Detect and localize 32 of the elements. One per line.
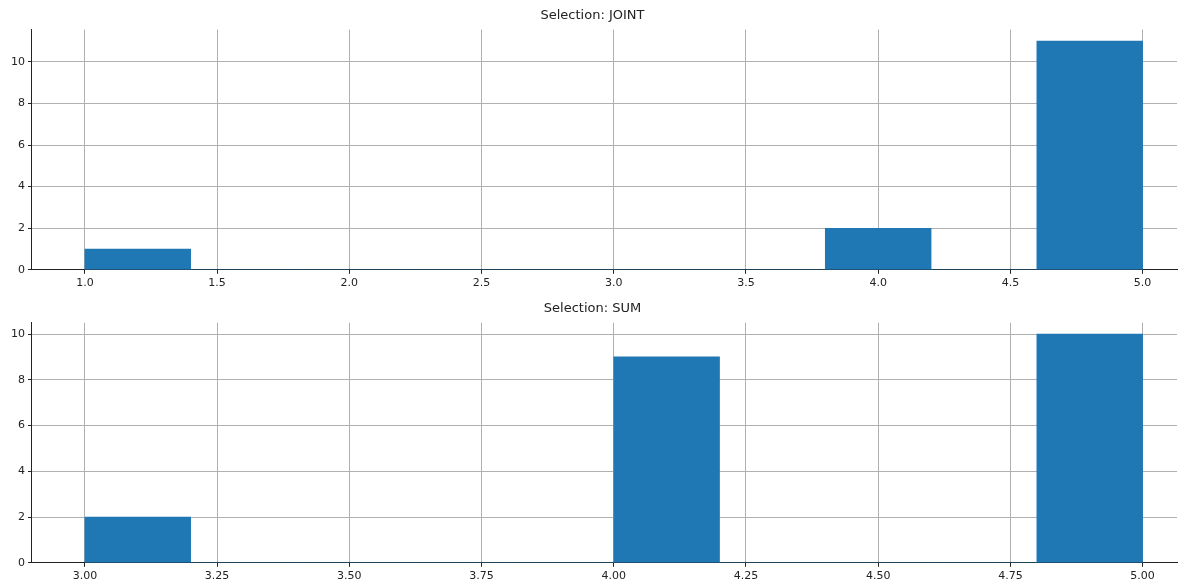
x-tick-label: 1.5	[208, 276, 226, 290]
x-tick-label: 2.5	[472, 276, 491, 290]
x-tick-label: 3.75	[469, 569, 494, 583]
x-tick-label: 3.0	[605, 276, 623, 290]
x-tick-label: 2.0	[340, 276, 359, 290]
x-tick-label: 3.5	[737, 276, 755, 290]
x-tick-label: 4.25	[733, 569, 759, 583]
x-tick-label: 4.0	[869, 276, 887, 290]
y-tick-label: 2	[18, 221, 25, 235]
chart-title: Selection: JOINT	[540, 7, 645, 23]
y-tick-label: 8	[18, 96, 25, 110]
x-tick-label: 3.00	[72, 569, 98, 583]
x-tick-label: 5.00	[1130, 569, 1155, 583]
x-tick-label: 3.50	[337, 569, 362, 583]
y-tick-label: 0	[18, 555, 25, 569]
y-tick-label: 8	[18, 372, 25, 386]
y-tick-label: 10	[11, 54, 25, 68]
x-tick-label: 1.0	[76, 276, 94, 290]
y-tick-label: 4	[18, 464, 25, 478]
x-tick-label: 4.50	[865, 569, 891, 583]
y-tick-label: 6	[18, 137, 25, 151]
x-tick-label: 4.5	[1001, 276, 1020, 290]
x-tick-label: 4.00	[601, 569, 626, 583]
x-tick-label: 3.25	[204, 569, 230, 583]
y-tick-label: 6	[18, 418, 25, 432]
y-tick-label: 4	[18, 179, 25, 193]
y-tick-label: 2	[18, 509, 25, 523]
x-tick-label: 5.0	[1133, 276, 1152, 290]
y-tick-label: 10	[11, 326, 25, 340]
chart-title: Selection: SUM	[543, 300, 642, 316]
x-tick-label: 4.75	[998, 569, 1023, 583]
y-tick-label: 0	[18, 262, 25, 276]
